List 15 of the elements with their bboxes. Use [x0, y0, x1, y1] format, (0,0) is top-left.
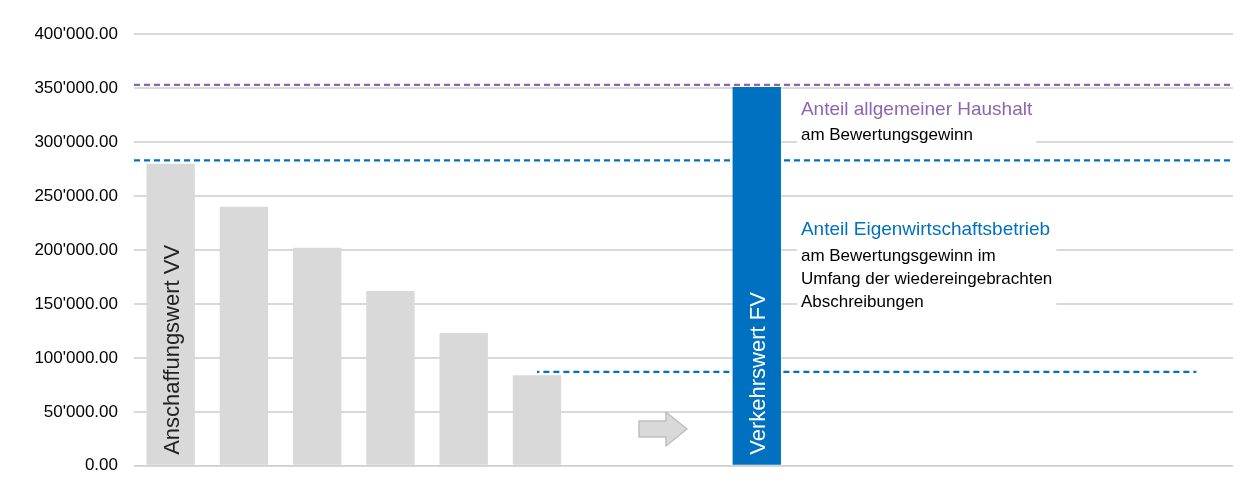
ref-line-label: Anteil allgemeiner Haushalt [800, 97, 1033, 119]
annotation: am Bewertungsgewinn [800, 125, 973, 145]
y-tick-label: 300'000.00 [34, 131, 118, 151]
ref-line-label: Anteil Eigenwirtschaftsbetrieb [800, 218, 1051, 240]
y-tick-label: 150'000.00 [34, 293, 118, 313]
y-tick-label: 350'000.00 [34, 77, 118, 97]
y-tick-label: 0.00 [84, 455, 118, 475]
x-tick-label: Anschaffungswert VV [158, 244, 184, 455]
y-tick-label: 100'000.00 [34, 347, 118, 367]
y-tick-label: 50'000.00 [43, 401, 118, 421]
annotation: am Bewertungsgewinn im Umfang der wiedereingebrachten Abschreibungen [800, 245, 1053, 311]
x-tick-label: Verkehrswert FV [744, 291, 770, 455]
y-tick-label: 400'000.00 [34, 23, 118, 43]
y-tick-label: 250'000.00 [34, 185, 118, 205]
y-tick-label: 200'000.00 [34, 239, 118, 259]
